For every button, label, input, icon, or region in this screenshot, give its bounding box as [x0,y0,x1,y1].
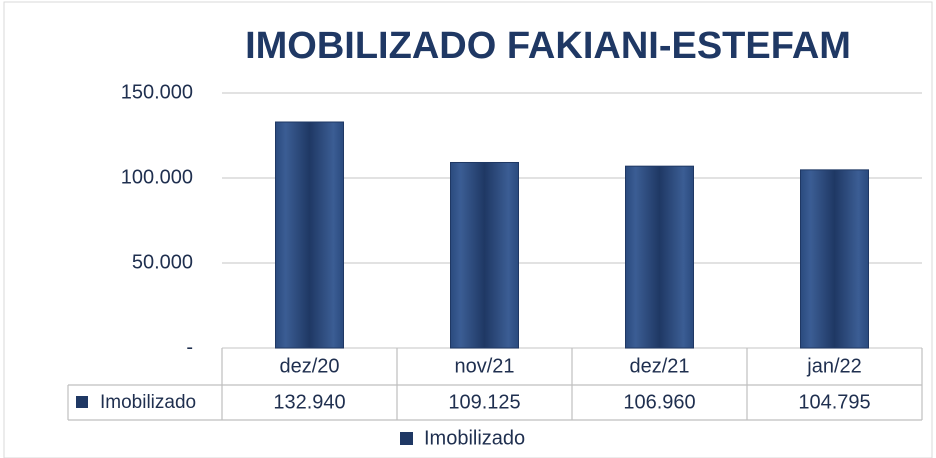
bar [450,161,519,349]
x-tick-label: nov/21 [454,355,514,377]
y-tick-label: - [186,336,193,358]
x-tick-label: jan/22 [806,355,862,377]
legend-key [76,396,88,408]
table-value: 104.795 [798,391,870,413]
table-row-label: Imobilizado [100,392,196,413]
legend-marker [400,432,413,445]
x-tick-label: dez/21 [629,355,689,377]
chart-title: IMOBILIZADO FAKIANI-ESTEFAM [245,25,851,67]
legend-label: Imobilizado [424,427,525,449]
frame [3,1,933,458]
table-value: 106.960 [623,391,695,413]
x-tick-label: dez/20 [279,355,339,377]
table-value: 132.940 [273,391,345,413]
y-tick-label: 50.000 [132,251,193,273]
bar [625,165,694,349]
bar [800,169,869,349]
y-tick-label: 150.000 [121,81,193,103]
bar [275,121,344,349]
y-tick-label: 100.000 [121,166,193,188]
table-value: 109.125 [448,391,520,413]
